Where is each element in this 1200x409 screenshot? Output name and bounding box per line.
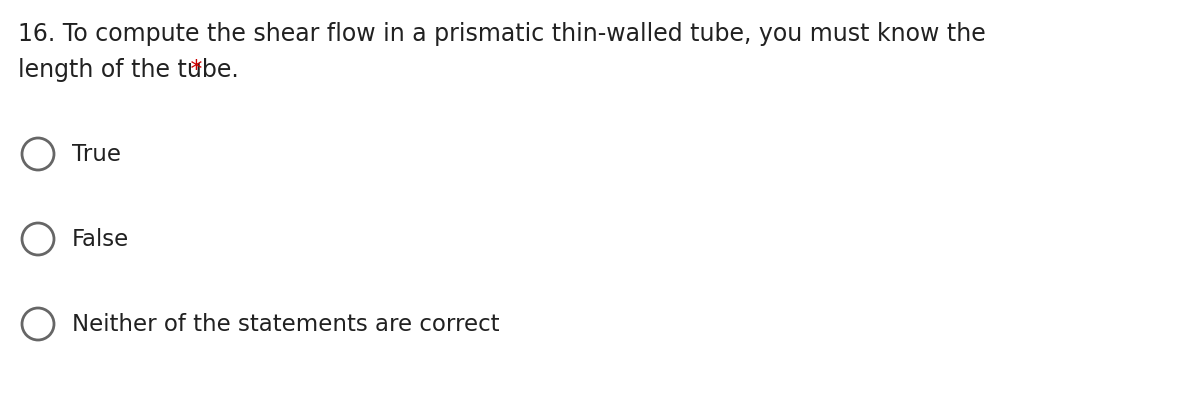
Text: Neither of the statements are correct: Neither of the statements are correct (72, 313, 499, 336)
Text: *: * (182, 58, 203, 82)
Text: False: False (72, 228, 130, 251)
Text: True: True (72, 143, 121, 166)
Text: length of the tube.: length of the tube. (18, 58, 239, 82)
Text: 16. To compute the shear flow in a prismatic thin-walled tube, you must know the: 16. To compute the shear flow in a prism… (18, 22, 985, 46)
